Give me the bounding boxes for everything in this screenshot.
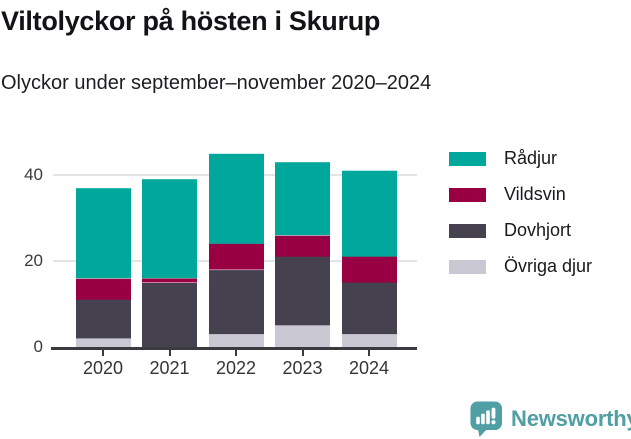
bar-segment-r-djur bbox=[341, 170, 397, 257]
bar-segment--vriga-djur bbox=[75, 338, 131, 347]
x-axis-tick bbox=[235, 347, 237, 356]
legend-swatch bbox=[449, 151, 486, 166]
legend: Rådjur Vildsvin Dovhjort Övriga djur bbox=[449, 148, 592, 292]
bar-segment-r-djur bbox=[275, 162, 330, 236]
legend-item-r-djur: Rådjur bbox=[449, 148, 592, 169]
y-axis-tick-label: 40 bbox=[24, 165, 43, 184]
bar-segment-r-djur bbox=[75, 187, 131, 279]
x-axis-tick-label: 2020 bbox=[82, 358, 124, 378]
bar-segment-dovhjort bbox=[142, 282, 197, 347]
bar-segment-vildsvin bbox=[142, 278, 197, 283]
y-axis-tick-label: 20 bbox=[24, 251, 43, 270]
legend-swatch bbox=[449, 187, 486, 202]
bar-segment-vildsvin bbox=[275, 235, 330, 257]
chart-title: Viltolyckor på hösten i Skurup bbox=[1, 6, 381, 36]
bar-segment--vriga-djur bbox=[275, 325, 330, 347]
legend-label: Vildsvin bbox=[504, 184, 566, 204]
bar-segment-r-djur bbox=[142, 179, 197, 279]
x-axis-tick-label: 2024 bbox=[348, 358, 390, 378]
bar-2020 bbox=[75, 0, 131, 347]
legend-label: Övriga djur bbox=[504, 256, 593, 276]
bar-segment-vildsvin bbox=[75, 278, 131, 300]
bar-2022 bbox=[208, 0, 264, 347]
brand-name: Newsworthy bbox=[511, 406, 631, 431]
y-axis-tick-label: 0 bbox=[33, 337, 43, 356]
newsworthy-logo-icon bbox=[470, 401, 502, 437]
x-axis-tick-label: 2023 bbox=[282, 358, 323, 378]
legend-item--vriga-djur: Övriga djur bbox=[449, 256, 592, 277]
bar-segment-dovhjort bbox=[75, 299, 131, 339]
x-axis-line bbox=[51, 347, 417, 350]
bar-2021 bbox=[142, 0, 197, 347]
x-axis-tick bbox=[168, 347, 171, 356]
legend-label: Rådjur bbox=[504, 148, 558, 168]
x-axis-tick bbox=[102, 347, 104, 356]
bar-segment-dovhjort bbox=[341, 282, 397, 335]
bar-segment-dovhjort bbox=[275, 256, 330, 326]
x-axis-tick bbox=[301, 347, 304, 356]
bar-segment-dovhjort bbox=[208, 269, 264, 335]
legend-item-dovhjort: Dovhjort bbox=[449, 220, 592, 241]
bar-2023 bbox=[275, 0, 330, 347]
chart-subtitle: Olyckor under september–november 2020–20… bbox=[1, 72, 432, 94]
x-axis-tick-label: 2021 bbox=[149, 358, 190, 378]
bar-segment--vriga-djur bbox=[208, 334, 264, 347]
bar-segment-vildsvin bbox=[208, 243, 264, 270]
bar-segment--vriga-djur bbox=[341, 334, 397, 347]
brand-footer: Newsworthy bbox=[470, 401, 631, 437]
legend-item-vildsvin: Vildsvin bbox=[449, 184, 592, 205]
legend-swatch bbox=[449, 223, 486, 238]
bar-segment-vildsvin bbox=[341, 256, 397, 283]
x-axis-tick bbox=[368, 347, 370, 356]
legend-swatch bbox=[449, 259, 486, 274]
bar-2024 bbox=[341, 0, 397, 347]
legend-label: Dovhjort bbox=[504, 220, 572, 240]
x-axis-tick-label: 2022 bbox=[215, 358, 257, 378]
bar-segment-r-djur bbox=[208, 153, 264, 244]
